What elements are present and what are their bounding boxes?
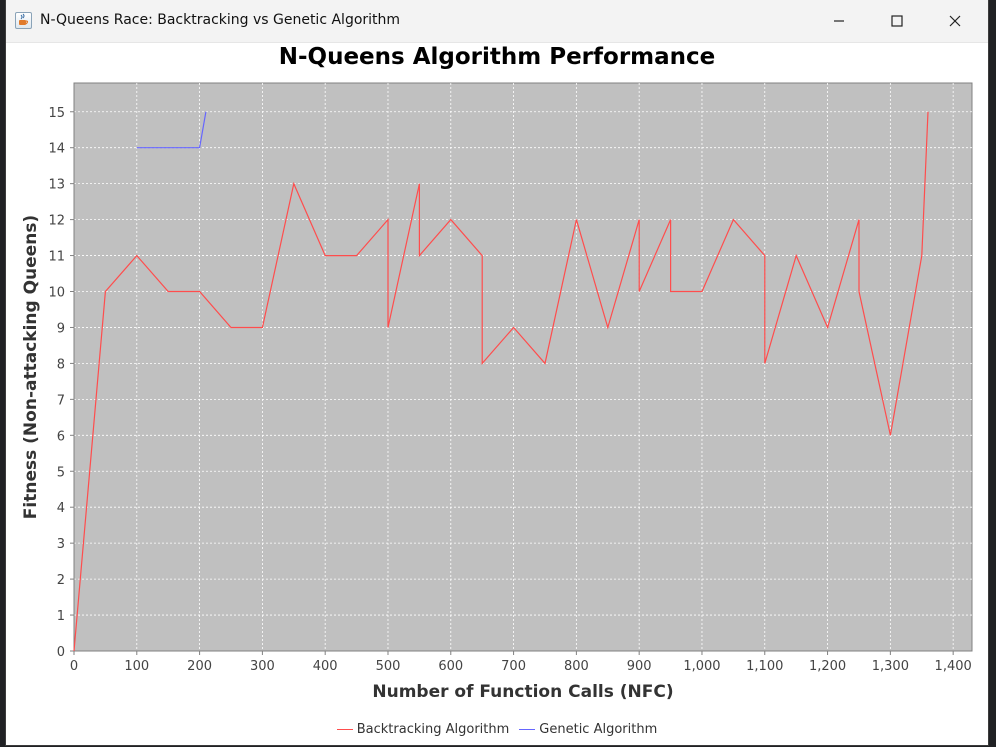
y-tick-label: 11 [48,250,65,265]
chart-legend: Backtracking Algorithm Genetic Algorithm [6,719,988,739]
x-tick-label: 500 [376,659,401,674]
x-axis-label: Number of Function Calls (NFC) [372,682,673,702]
x-tick-label: 1,000 [683,659,720,674]
x-tick-label: 300 [250,659,275,674]
y-tick-label: 2 [57,573,65,588]
x-tick-label: 100 [124,659,149,674]
chart-title: N-Queens Algorithm Performance [278,44,716,70]
y-axis-label: Fitness (Non-attacking Queens) [21,215,41,519]
plot-background [73,82,973,652]
legend-item-genetic: Genetic Algorithm [519,719,657,739]
series-line-genetic [136,111,207,149]
minimize-button[interactable] [810,0,868,42]
y-tick-label: 6 [57,429,65,444]
series-line-backtracking [73,111,929,652]
y-tick-label: 3 [57,537,65,552]
y-tick-label: 7 [57,393,65,408]
legend-label-backtracking: Backtracking Algorithm [356,721,510,737]
legend-label-genetic: Genetic Algorithm [539,721,658,737]
window-title: N-Queens Race: Backtracking vs Genetic A… [40,12,401,28]
maximize-button[interactable] [868,0,926,42]
y-tick-label: 1 [57,609,65,624]
x-tick-label: 800 [564,659,589,674]
x-tick-label: 400 [313,659,338,674]
y-tick-label: 14 [48,142,65,157]
x-tick-label: 1,300 [872,659,909,674]
y-tick-label: 13 [48,178,65,193]
app-window: N-Queens Race: Backtracking vs Genetic A… [6,0,988,745]
close-button[interactable] [926,0,984,42]
legend-item-backtracking: Backtracking Algorithm [336,719,510,739]
close-icon [949,15,961,27]
x-tick-label: 600 [438,659,463,674]
y-tick-label: 10 [48,286,65,301]
java-coffee-icon[interactable] [15,12,32,29]
minimize-icon [834,20,844,22]
legend-swatch-backtracking [336,728,353,730]
y-tick-label: 4 [57,501,65,516]
y-tick-label: 12 [48,214,65,229]
x-tick-label: 1,200 [809,659,846,674]
x-tick-label: 900 [627,659,652,674]
x-tick-label: 200 [187,659,212,674]
title-bar[interactable]: N-Queens Race: Backtracking vs Genetic A… [6,0,988,43]
y-tick-label: 8 [57,357,65,372]
y-tick-label: 0 [57,645,65,660]
y-tick-label: 15 [48,106,65,121]
x-tick-label: 0 [70,659,78,674]
y-tick-label: 9 [57,321,65,336]
x-tick-label: 1,100 [746,659,783,674]
y-tick-label: 5 [57,465,65,480]
line-chart: 0 100 200 300 400 500 600 700 800 900 1,000 1,100 1,… [21,82,973,702]
x-tick-label: 1,400 [935,659,972,674]
maximize-icon [891,15,903,27]
chart-panel: N-Queens Algorithm Performance 0 100 200 30… [6,42,988,745]
legend-swatch-genetic [519,728,536,730]
x-tick-label: 700 [501,659,526,674]
